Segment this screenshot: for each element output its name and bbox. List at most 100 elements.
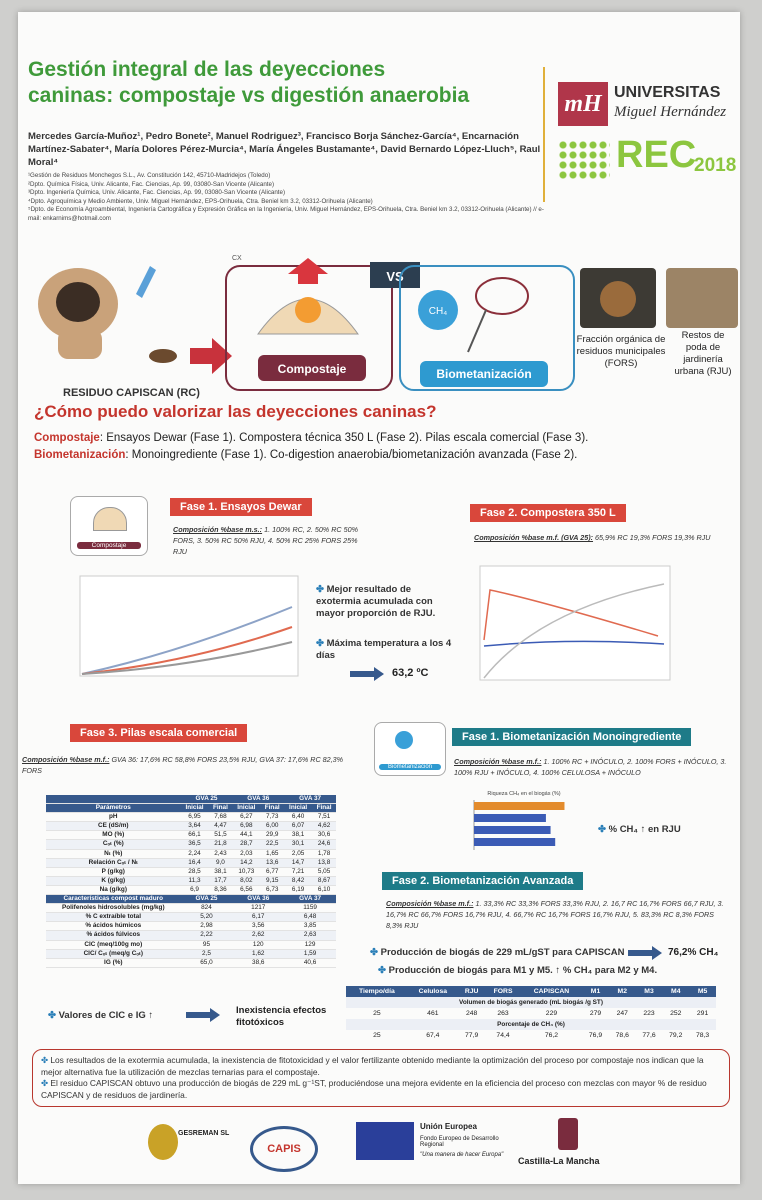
bar [474, 814, 546, 822]
header-cell: M4 [662, 986, 690, 997]
bar [474, 826, 551, 834]
bio-label-bg [420, 361, 548, 387]
cell: 1,78 [312, 849, 336, 859]
cell: 263 [497, 1010, 509, 1017]
cell: 6,27 [232, 812, 261, 823]
cell: 40,6 [284, 958, 336, 968]
cell: 7,51 [312, 812, 336, 823]
header-row: Características compost maduro GVA 25 GVA … [46, 894, 336, 905]
group-header: GVA 25 [180, 795, 233, 805]
cell: 6,95 [180, 812, 209, 823]
cell: CE (dS/m) [46, 821, 181, 832]
bio-label: Biometanización [436, 367, 531, 381]
cell: 248 [465, 1010, 478, 1017]
cell: 6,00 [260, 821, 285, 832]
cell: 3,64 [180, 821, 209, 832]
row: IG (%) 65,0 38,6 40,6 [46, 958, 336, 968]
table: GVA 25 GVA 36 GVA 37 Parámetros Inicial Final… [46, 795, 336, 968]
cell: 78,6 [615, 1032, 629, 1039]
cell: 51,5 [208, 830, 233, 841]
cell: 25 [373, 1010, 381, 1017]
line-label: Biometanización [34, 449, 126, 461]
row: % ácidos húmicos 2,98 3,56 3,85 [46, 921, 336, 932]
cell: 6,07 [284, 821, 313, 832]
row: Nₜ (%) 2,24 2,43 2,03 1,65 2,05 1,78 [46, 849, 336, 859]
cell: 66,1 [180, 830, 209, 841]
cell: 6,19 [284, 885, 313, 896]
cell: % C extraíble total [46, 912, 181, 923]
arrow [628, 946, 664, 960]
curve [483, 640, 665, 647]
bullet: Producción de biogás para M1 y M5. ↑ % C… [378, 965, 657, 977]
conclusion: El residuo CAPISCAN obtuvo una producció… [41, 1078, 721, 1101]
section-heading: Fase 1. Biometanización Monoingrediente [452, 728, 692, 746]
cell: 247 [616, 1010, 628, 1017]
bio-icon: Biometanización [374, 722, 446, 776]
cell: 461 [427, 1010, 439, 1017]
sub-header: Final [312, 803, 336, 814]
group-header: GVA 36 [232, 795, 285, 805]
arrow-shape [628, 946, 662, 960]
cell: 229 [545, 1010, 558, 1017]
cell: 76,2 [544, 1032, 559, 1039]
section-heading: Fase 2. Compostera 350 L [470, 504, 626, 522]
row: MO (%) 66,1 51,5 44,1 29,9 38,1 30,6 [46, 830, 336, 841]
cell: 28,5 [180, 867, 209, 877]
row: CIC (meq/100g mo) 95 120 129 [46, 940, 336, 950]
row: CE (dS/m) 3,64 4,47 6,98 6,00 6,07 4,62 [46, 821, 336, 832]
row: Polifenoles hidrosolubles (mg/kg) 824 1217… [46, 903, 336, 914]
cell: 8,42 [284, 876, 313, 886]
header-cell: Tiempo/día [346, 986, 408, 997]
cell: 6,48 [284, 912, 336, 923]
rju-caption: Restos de poda de jardinería urbana (RJU… [674, 330, 732, 377]
header-row: GVA 25 GVA 36 GVA 37 [46, 795, 336, 805]
cell: 77,9 [465, 1032, 479, 1039]
poster: Gestión integral de las deyecciones cani… [18, 12, 740, 1184]
cell: 6,56 [232, 885, 261, 896]
cx-label: CX [232, 255, 242, 262]
header-cell: CAPISCAN [520, 986, 583, 997]
icon-bubble [395, 731, 413, 749]
cell: 14,7 [284, 858, 313, 868]
umh-mark: mH [558, 82, 608, 126]
cell: 25 [373, 1032, 381, 1039]
divider [543, 67, 545, 202]
cell: 14,2 [232, 858, 261, 868]
cell: 28,7 [232, 839, 261, 850]
mature-header: Características compost maduro [46, 894, 181, 905]
cell: CIC (meq/100g mo) [46, 940, 181, 950]
rec-logo: REC [616, 134, 697, 176]
pile-core [295, 297, 321, 323]
arrow [186, 1008, 222, 1022]
section-title: Porcentaje de CH₄ (%) [346, 1019, 716, 1030]
title-line: Gestión integral de las deyecciones [28, 58, 386, 81]
line-text: : Ensayos Dewar (Fase 1). Compostera téc… [99, 432, 589, 444]
row: % C extraíble total 5,20 6,17 6,48 [46, 912, 336, 923]
exclamation [136, 266, 156, 298]
bullet: Mejor resultado de exotermia acumulada c… [316, 584, 456, 620]
cell: 44,1 [232, 830, 261, 841]
fors-caption: Fracción orgánica de residuos municipale… [576, 334, 666, 369]
composition-label: Composición %base m.f.: [22, 755, 110, 764]
cell: 6,73 [260, 885, 285, 896]
composition-label: Composición %base m.f. (GVA 25): [474, 533, 594, 542]
cell: 1159 [284, 903, 336, 914]
feder: Fondo Europeo de Desarrollo Regional [420, 1136, 499, 1148]
cell: 2,22 [180, 930, 233, 941]
row: Cₒₜ (%) 36,5 21,8 28,7 22,5 30,1 24,6 [46, 839, 336, 850]
composition: Composición %base m.f.: 1. 33,3% RC 33,3… [386, 898, 732, 931]
row: pH 6,95 7,68 6,27 7,73 6,40 7,51 [46, 812, 336, 823]
affiliation: ³Dpto. Ingeniería Química, Univ. Alicant… [28, 189, 286, 197]
cell: 5,05 [312, 867, 336, 877]
cell: % ácidos fúlvicos [46, 930, 181, 941]
sub-header: Inicial [180, 803, 209, 814]
cell: 223 [643, 1010, 655, 1017]
cell: 120 [232, 940, 285, 950]
cell: 67,4 [426, 1032, 440, 1039]
cell: 129 [284, 940, 336, 950]
icon-label: Biometanización [379, 764, 441, 770]
cell: 95 [180, 940, 233, 950]
cell: 9,0 [208, 858, 233, 868]
cell: 5,20 [180, 912, 233, 923]
cell: % ácidos húmicos [46, 921, 181, 932]
